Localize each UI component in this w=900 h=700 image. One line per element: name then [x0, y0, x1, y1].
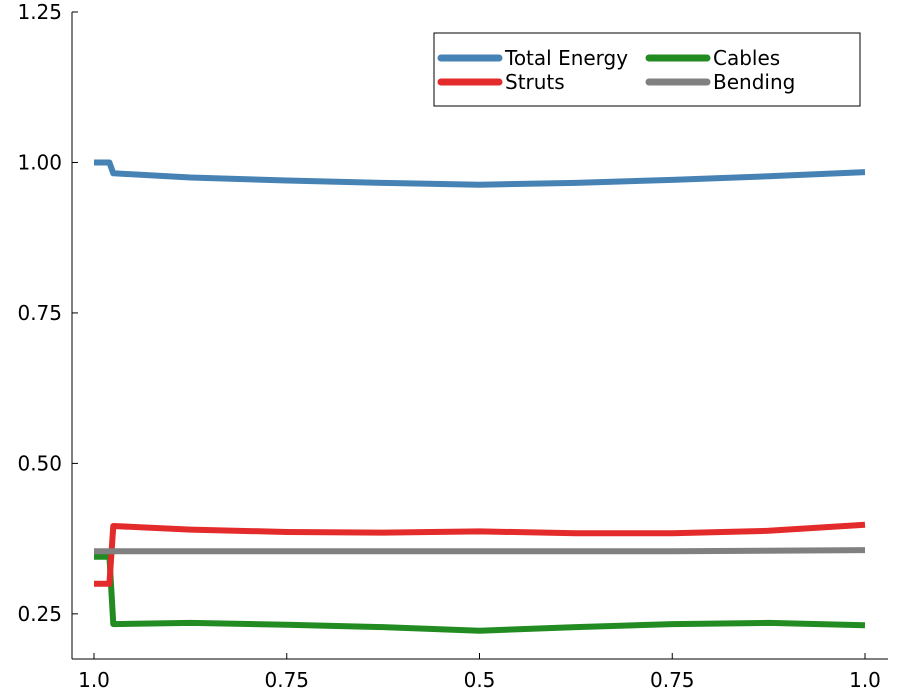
- series-layer: [94, 159, 866, 634]
- y-tick-label: 1.00: [17, 150, 62, 174]
- legend-box: [433, 32, 861, 107]
- legend-label-bending: Bending: [713, 70, 795, 94]
- legend-label-total-energy: Total Energy: [504, 46, 628, 70]
- series-line-total-energy: [94, 159, 866, 188]
- y-tick-label: 0.25: [17, 602, 62, 626]
- series-line-bending: [94, 547, 866, 555]
- y-tick-label: 0.50: [17, 451, 62, 475]
- y-tick-label: 1.25: [17, 0, 62, 24]
- legend-label-cables: Cables: [713, 46, 780, 70]
- legend-label-struts: Struts: [505, 70, 565, 94]
- y-tick-label: 0.75: [17, 301, 62, 325]
- x-tick-label: 0.75: [650, 668, 695, 692]
- x-tick-label: 0.5: [464, 668, 496, 692]
- x-tick-label: 1.0: [849, 668, 881, 692]
- axes: 0.25 0.50 0.75 1.00 1.25 1.0 0.75 0.5 0.75 1.0: [17, 0, 888, 692]
- series-line-cables: [94, 553, 866, 634]
- series-line-struts: [94, 521, 866, 587]
- legend: Total Energy Cables Struts Bending: [433, 32, 861, 107]
- x-tick-label: 0.75: [264, 668, 309, 692]
- x-tick-label: 1.0: [78, 668, 110, 692]
